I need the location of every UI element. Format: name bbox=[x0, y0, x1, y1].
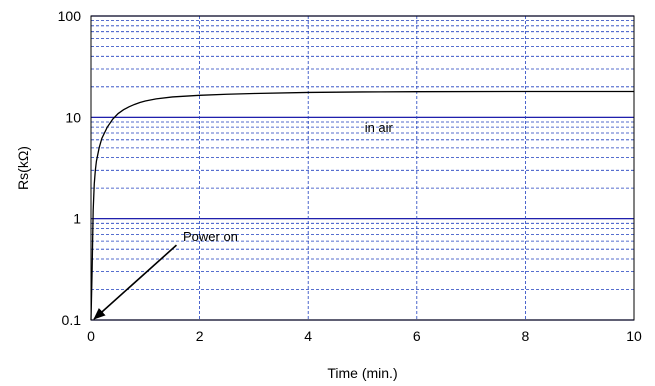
y-tick-label: 10 bbox=[65, 109, 81, 125]
series-line bbox=[90, 90, 634, 321]
plot-border bbox=[90, 15, 635, 321]
x-tick-label: 10 bbox=[626, 328, 642, 344]
y-tick-label: 1 bbox=[73, 211, 81, 227]
series-layer bbox=[90, 90, 634, 321]
y-axis-title: Rs(kΩ) bbox=[15, 146, 31, 190]
annotations: in air Power on bbox=[93, 120, 394, 320]
y-tick-label: 0.1 bbox=[62, 312, 82, 328]
grid bbox=[90, 15, 635, 321]
x-tick-label: 0 bbox=[87, 328, 95, 344]
y-tick-label: 100 bbox=[58, 8, 82, 24]
x-tick-label: 6 bbox=[413, 328, 421, 344]
x-tick-label: 4 bbox=[304, 328, 312, 344]
axis-ticks: 0 2 4 6 8 10 0.1 1 10 100 bbox=[58, 8, 642, 344]
x-axis-title: Time (min.) bbox=[327, 365, 397, 381]
x-tick-label: 2 bbox=[196, 328, 204, 344]
x-tick-label: 8 bbox=[522, 328, 530, 344]
annotation-label: Power on bbox=[183, 229, 238, 244]
annotation-label: in air bbox=[365, 120, 394, 135]
annotation-arrow bbox=[93, 244, 177, 320]
